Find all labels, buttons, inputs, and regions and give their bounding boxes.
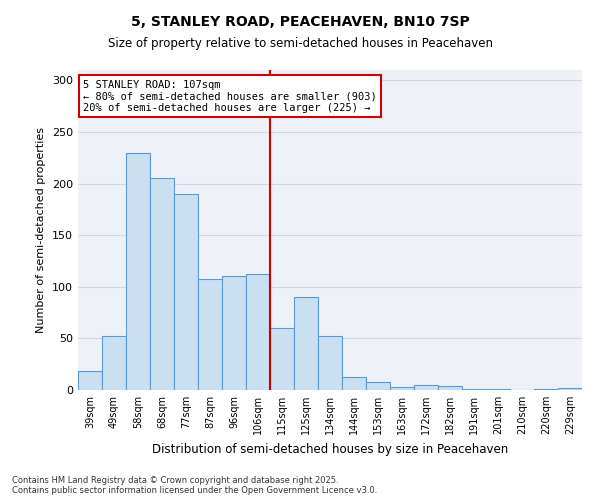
Text: Size of property relative to semi-detached houses in Peacehaven: Size of property relative to semi-detach…: [107, 38, 493, 51]
Text: Contains HM Land Registry data © Crown copyright and database right 2025.
Contai: Contains HM Land Registry data © Crown c…: [12, 476, 377, 495]
Bar: [438, 386, 462, 390]
Bar: [78, 372, 102, 390]
Text: 5, STANLEY ROAD, PEACEHAVEN, BN10 7SP: 5, STANLEY ROAD, PEACEHAVEN, BN10 7SP: [131, 15, 469, 29]
Bar: [270, 328, 294, 390]
Bar: [294, 297, 318, 390]
Bar: [366, 382, 390, 390]
Bar: [246, 274, 270, 390]
Bar: [486, 389, 510, 390]
Bar: [534, 389, 558, 390]
Text: 5 STANLEY ROAD: 107sqm
← 80% of semi-detached houses are smaller (903)
20% of se: 5 STANLEY ROAD: 107sqm ← 80% of semi-det…: [83, 80, 377, 113]
Bar: [558, 388, 582, 390]
Bar: [318, 336, 342, 390]
Bar: [102, 336, 126, 390]
X-axis label: Distribution of semi-detached houses by size in Peacehaven: Distribution of semi-detached houses by …: [152, 442, 508, 456]
Bar: [342, 376, 366, 390]
Bar: [174, 194, 198, 390]
Bar: [414, 385, 438, 390]
Bar: [390, 387, 414, 390]
Bar: [462, 389, 486, 390]
Bar: [222, 276, 246, 390]
Y-axis label: Number of semi-detached properties: Number of semi-detached properties: [37, 127, 46, 333]
Bar: [198, 278, 222, 390]
Bar: [126, 152, 150, 390]
Bar: [150, 178, 174, 390]
